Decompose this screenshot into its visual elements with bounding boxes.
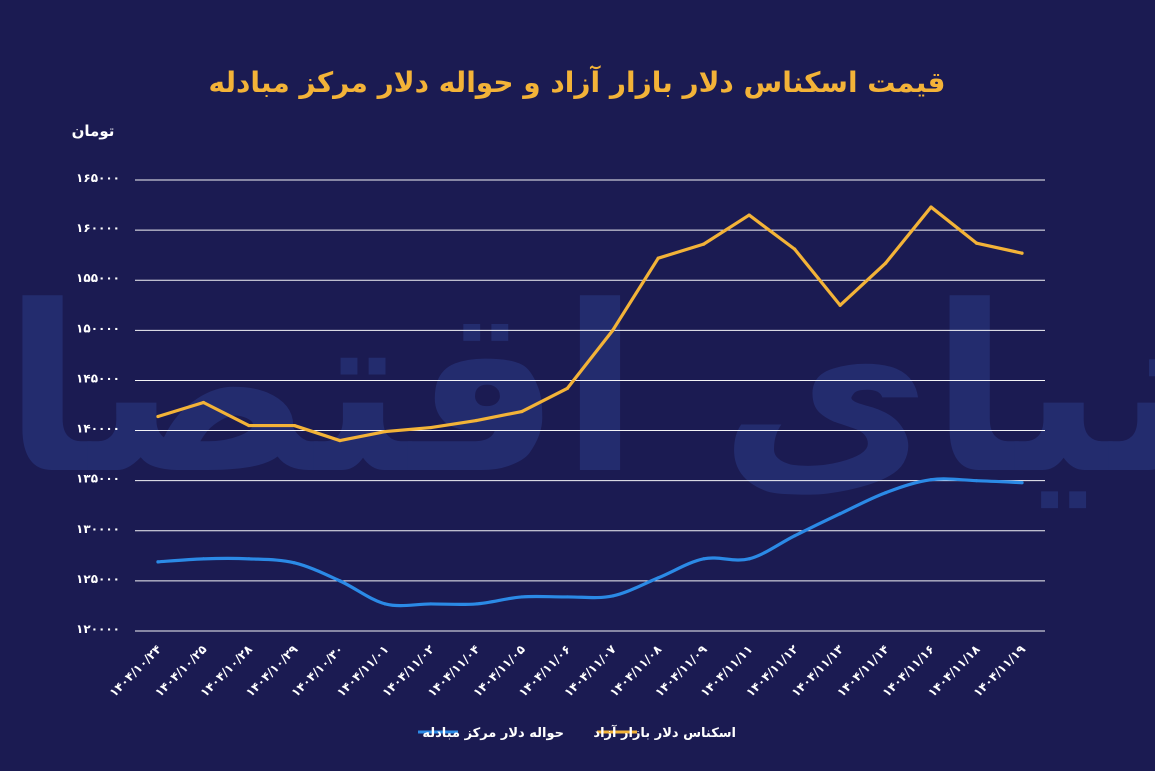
legend: اسکناس دلار بازار آزاد حواله دلار مرکز م… [418,724,736,741]
data-point [838,303,842,307]
data-point [292,423,297,428]
x-axis-ticks: ۱۴۰۴/۱۰/۲۴۱۴۰۴/۱۰/۲۵۱۴۰۴/۱۰/۲۸۱۴۰۴/۱۰/۲۹… [107,642,1029,700]
data-point [156,414,160,419]
series-line-exchange-center [156,477,1024,608]
data-point [292,561,297,565]
y-axis-unit-label: تومان [72,122,115,140]
data-point [747,213,751,217]
chart-title: قیمت اسکناس دلار بازار آزاد و حواله دلار… [209,65,946,99]
data-point [383,429,387,434]
y-tick-label: ۱۲۵۰۰۰ [76,572,120,586]
data-point [247,423,251,428]
data-point [429,425,433,430]
data-point [656,256,660,260]
data-point [1020,251,1024,255]
y-tick-label: ۱۳۰۰۰۰ [76,522,120,536]
data-point [974,241,979,245]
gridlines [135,179,1045,632]
data-point [201,557,206,561]
data-point [201,400,206,405]
data-point [611,328,615,332]
series-line-free-market [156,205,1024,443]
data-point [338,579,342,583]
y-tick-label: ۱۶۰۰۰۰ [76,221,120,235]
series-lines [156,205,1024,608]
data-point [429,602,433,606]
legend-item-exchange-center[interactable]: حواله دلار مرکز مبادله [418,726,564,741]
data-point [883,491,888,495]
y-tick-label: ۱۴۰۰۰۰ [76,422,120,436]
legend-item-free-market[interactable]: اسکناس دلار بازار آزاد [593,724,736,741]
legend-label-free-market: اسکناس دلار بازار آزاد [593,724,736,741]
data-point [793,534,797,538]
data-point [656,576,660,580]
data-point [156,560,160,564]
y-tick-label: ۱۴۵۰۰۰ [76,371,120,385]
data-point [929,205,933,209]
data-point [793,247,797,251]
data-point [611,594,615,598]
data-point [747,557,751,561]
data-point [929,478,933,482]
y-tick-label: ۱۵۵۰۰۰ [76,271,120,285]
data-point [474,602,478,606]
data-point [247,557,251,561]
data-point [520,595,524,599]
watermark-logo: دنیای اقتصاد [0,258,1155,525]
legend-label-exchange-center: حواله دلار مرکز مبادله [422,726,564,741]
data-point [883,261,888,265]
data-point [338,438,342,443]
y-tick-label: ۱۶۵۰۰۰ [76,171,120,185]
data-point [565,386,569,391]
data-point [520,409,524,414]
data-point [974,479,979,483]
data-point [702,242,706,246]
y-tick-label: ۱۲۰۰۰۰ [76,622,120,636]
y-axis-ticks: ۱۲۰۰۰۰ ۱۲۵۰۰۰ ۱۳۰۰۰۰ ۱۳۵۰۰۰ ۱۴۰۰۰۰ ۱۴۵۰۰۰ ۱۵۰۰… [76,171,120,636]
y-tick-label: ۱۵۰۰۰۰ [76,321,120,335]
data-point [702,557,706,561]
data-point [1020,481,1024,485]
data-point [474,418,478,423]
data-point [383,602,387,606]
data-point [838,512,842,516]
data-point [565,595,569,599]
y-tick-label: ۱۳۵۰۰۰ [76,472,120,486]
